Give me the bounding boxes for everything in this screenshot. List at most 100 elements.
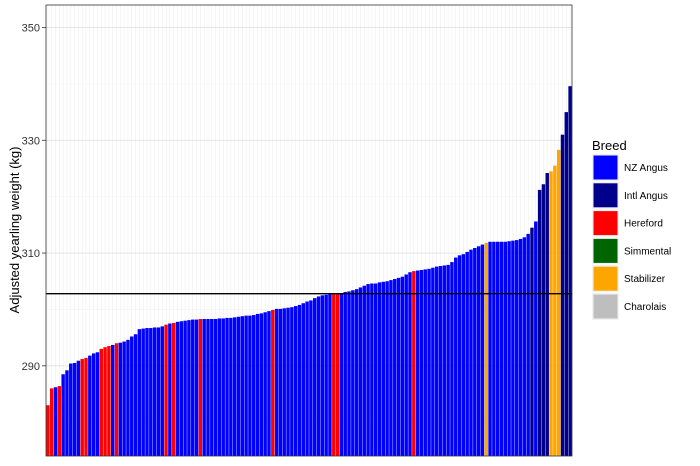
bar xyxy=(103,347,107,456)
bar xyxy=(255,313,260,456)
bar xyxy=(343,291,347,456)
legend-swatch xyxy=(593,266,618,291)
bar xyxy=(427,268,431,456)
bar xyxy=(194,319,199,456)
bar xyxy=(541,184,546,456)
bar xyxy=(88,355,92,456)
bar xyxy=(423,269,427,456)
bar xyxy=(99,348,103,456)
bar xyxy=(221,318,225,456)
bar xyxy=(385,281,389,456)
bar xyxy=(301,303,305,456)
legend-label: Intl Angus xyxy=(624,191,668,202)
bar xyxy=(526,233,530,456)
bar xyxy=(499,241,504,456)
bar xyxy=(183,320,187,456)
bar xyxy=(412,271,416,456)
bar xyxy=(560,134,565,456)
bar xyxy=(393,278,397,456)
bar xyxy=(507,241,511,456)
bar xyxy=(160,326,164,456)
bars xyxy=(46,86,572,457)
bar xyxy=(293,306,298,456)
bar xyxy=(332,293,336,456)
bar xyxy=(274,308,279,456)
bar xyxy=(511,240,515,456)
bar xyxy=(537,189,542,456)
legend-swatch xyxy=(593,238,618,263)
bar xyxy=(564,112,568,457)
legend-label: Hereford xyxy=(624,219,663,230)
legend-title: Breed xyxy=(592,138,627,153)
bar xyxy=(404,274,408,456)
bar xyxy=(400,276,405,456)
bar xyxy=(95,352,100,456)
bar xyxy=(366,284,370,456)
bar xyxy=(187,320,191,456)
bar xyxy=(362,285,366,456)
bar xyxy=(179,321,184,456)
bar xyxy=(568,86,572,457)
bar xyxy=(335,293,340,456)
legend-items: NZ Angus Intl Angus Hereford Simmental Stabi… xyxy=(592,154,671,320)
bar xyxy=(171,322,176,456)
bar xyxy=(152,327,157,456)
bar xyxy=(488,241,492,456)
y-tick-label: 290 xyxy=(22,361,40,373)
bar xyxy=(46,405,50,456)
legend-swatch xyxy=(593,294,618,319)
legend-swatch xyxy=(593,211,618,236)
bar xyxy=(381,281,386,456)
bar xyxy=(80,359,84,456)
bar xyxy=(339,293,344,456)
bar xyxy=(50,388,54,456)
legend-swatch xyxy=(593,183,618,208)
bar xyxy=(236,316,241,456)
bar xyxy=(191,319,195,456)
bar xyxy=(278,308,283,456)
bar xyxy=(446,264,450,456)
bar xyxy=(347,291,351,456)
bar xyxy=(130,336,134,456)
bar xyxy=(61,374,65,456)
bar xyxy=(553,165,557,456)
bar xyxy=(495,241,500,456)
y-tick-label: 350 xyxy=(22,23,40,35)
bar xyxy=(225,317,229,456)
legend-label: Simmental xyxy=(624,246,671,257)
bar xyxy=(316,296,321,456)
bar xyxy=(91,353,96,456)
bar xyxy=(122,341,126,456)
plot-border xyxy=(45,4,573,457)
bar xyxy=(137,329,142,456)
bar xyxy=(431,267,435,456)
bar xyxy=(210,319,214,456)
legend-label: NZ Angus xyxy=(624,163,668,174)
bar xyxy=(248,315,252,456)
bar xyxy=(114,343,119,456)
bar xyxy=(217,318,222,456)
legend-label: Stabilizer xyxy=(624,274,666,285)
bar xyxy=(556,149,561,457)
bar xyxy=(259,313,264,456)
bar xyxy=(377,282,382,456)
bar xyxy=(434,266,439,456)
bar xyxy=(549,171,553,456)
bar xyxy=(480,244,485,456)
y-tick-label: 310 xyxy=(22,248,40,260)
bar xyxy=(206,319,210,456)
bar xyxy=(271,309,275,456)
bar xyxy=(373,283,378,456)
bar xyxy=(534,221,538,456)
bar xyxy=(389,280,393,456)
bar xyxy=(118,342,123,456)
bar xyxy=(313,298,317,456)
bar xyxy=(126,339,130,456)
bar xyxy=(454,257,458,456)
bar xyxy=(232,317,237,456)
bar xyxy=(168,323,172,456)
bar xyxy=(358,287,363,456)
bar xyxy=(57,386,62,456)
bar xyxy=(370,283,374,456)
